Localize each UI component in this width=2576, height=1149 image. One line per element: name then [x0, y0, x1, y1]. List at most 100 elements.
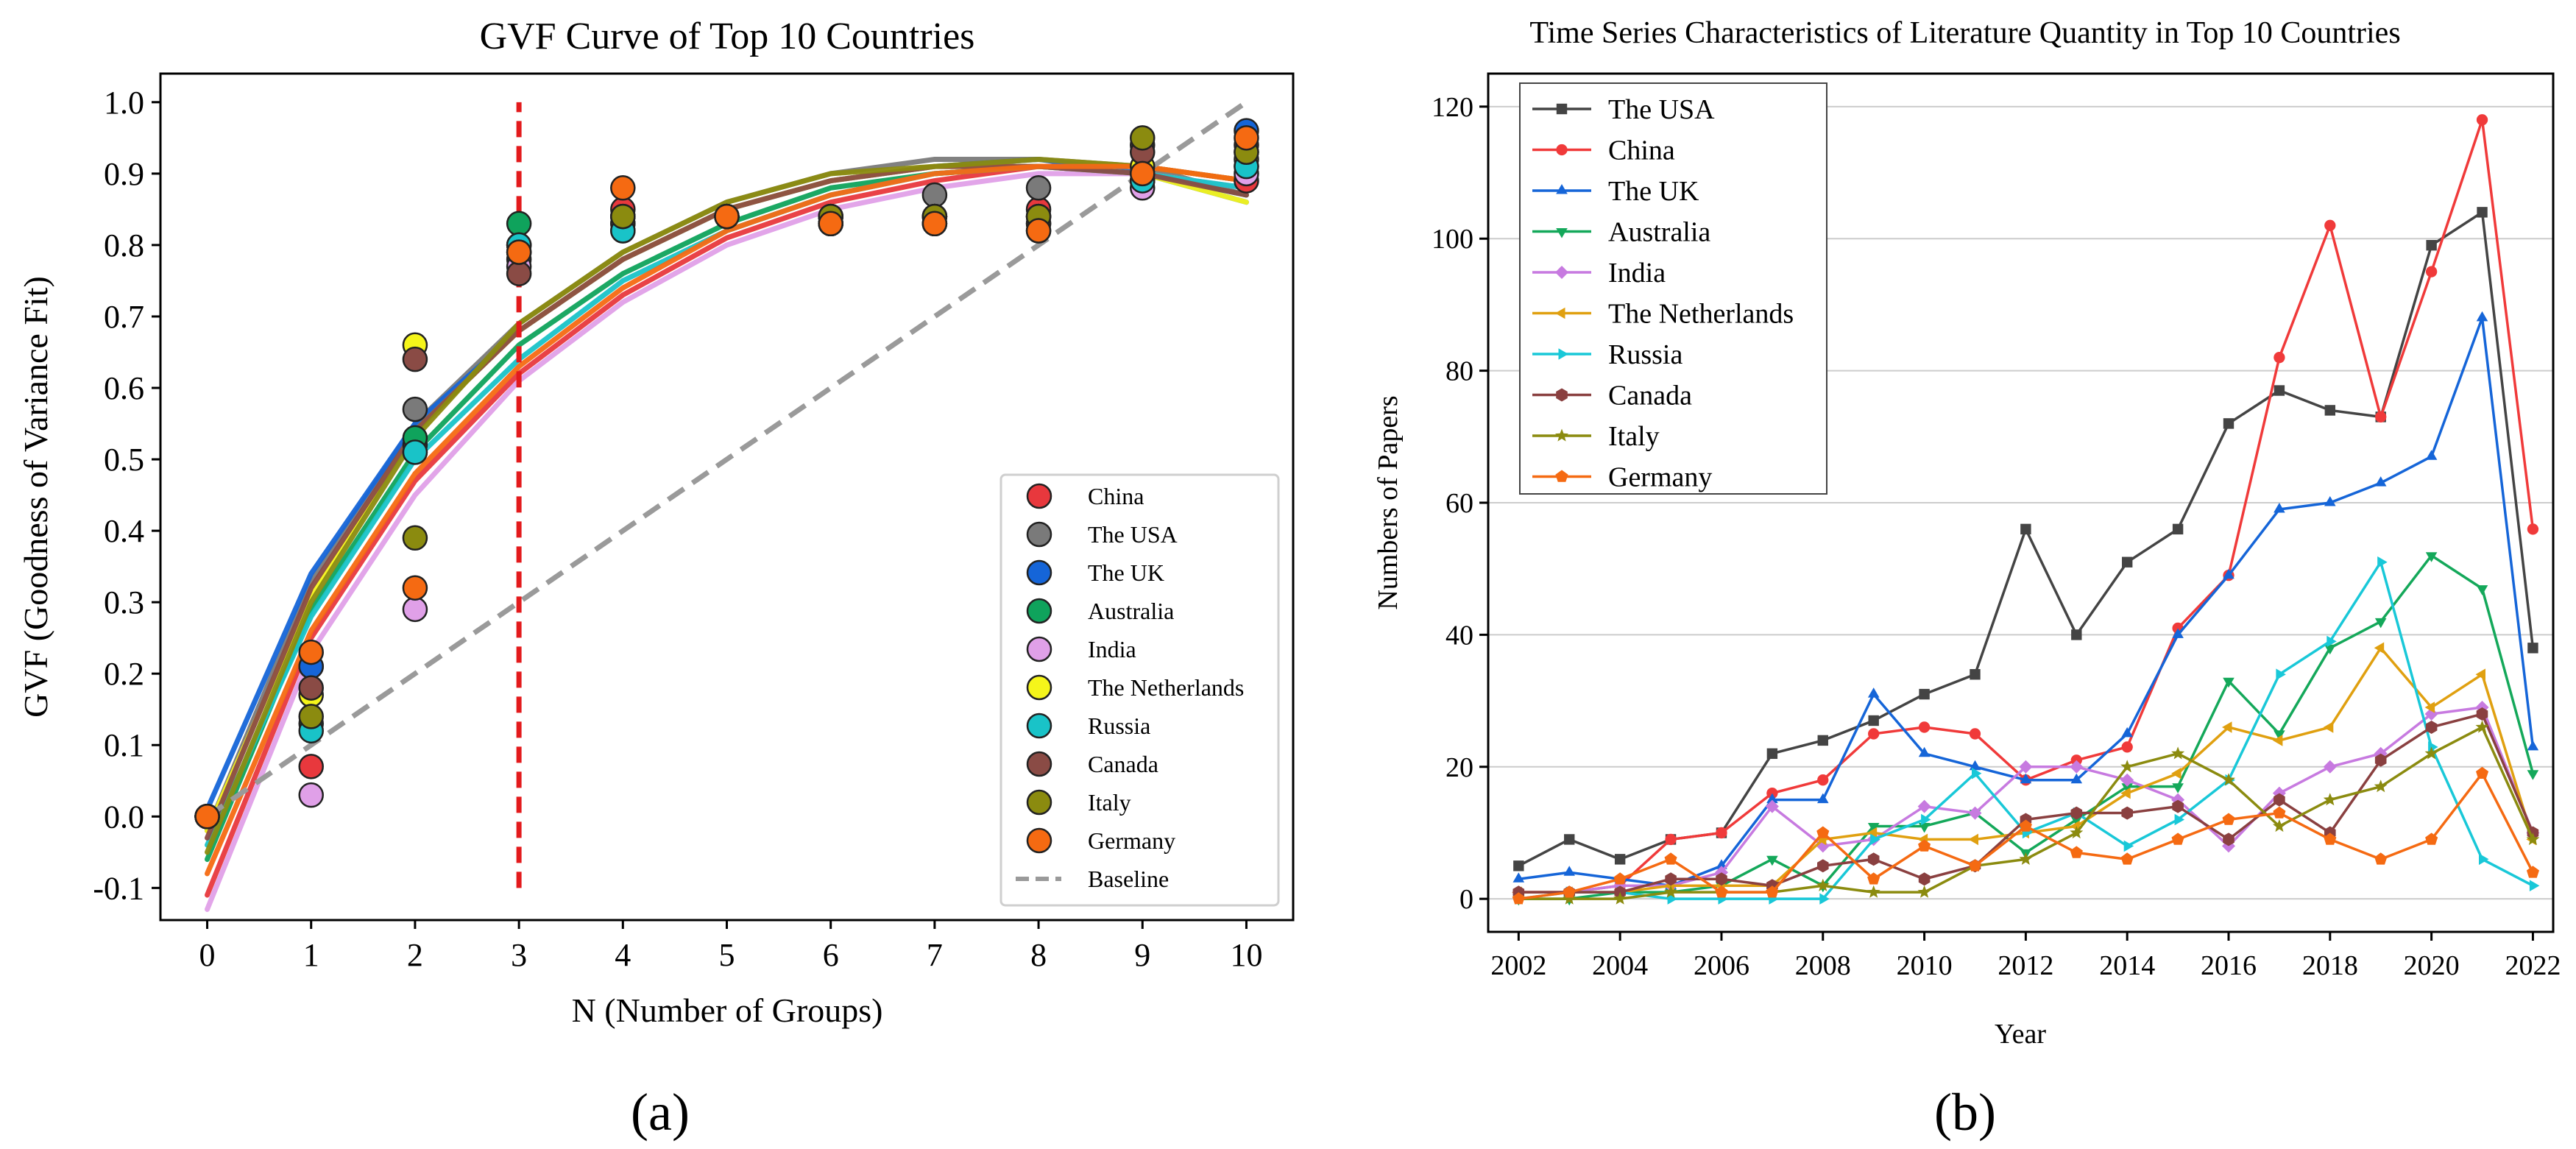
- point-italy: [2526, 832, 2540, 846]
- point-italy: [2424, 746, 2438, 760]
- chart-b-y-tick-label: 0: [1459, 884, 1473, 915]
- point-the-uk: [1563, 866, 1575, 876]
- point-germany: [1968, 859, 1981, 872]
- legend-a-marker-canada: [1026, 751, 1052, 777]
- point-australia: [1918, 823, 1931, 833]
- point-italy: [2475, 720, 2489, 733]
- point-the-netherlands: [2374, 642, 2385, 654]
- chart-a-title: GVF Curve of Top 10 Countries: [480, 15, 975, 57]
- chart-b-x-tick-label: 2014: [2099, 950, 2155, 981]
- chart-a-x-tick-label: 2: [407, 937, 423, 973]
- chart-a-y-tick-label: 1.0: [104, 85, 144, 121]
- chart-a-x-axis: 0 1 2 3 4 5 6 7 8 9 10: [199, 920, 1262, 973]
- chart-b-x-tick-label: 2004: [1592, 950, 1648, 981]
- chart-b-legend: The USA China The UK Australia India The Neth…: [1519, 82, 1827, 495]
- point-the-uk: [1817, 793, 1829, 804]
- point-italy: [2019, 852, 2033, 865]
- point-the-netherlands: [2323, 721, 2334, 733]
- point-india: [2323, 760, 2337, 774]
- point-the-usa: [2274, 385, 2285, 396]
- chart-a-y-label: GVF (Goodness of Variance Fit): [17, 276, 54, 718]
- point-the-netherlands: [2171, 767, 2182, 779]
- point-russia: [2123, 840, 2134, 852]
- point-australia: [2425, 552, 2438, 562]
- legend-b-label-canada: Canada: [1608, 381, 1692, 411]
- point-russia: [2326, 635, 2337, 648]
- point-italy: [2070, 826, 2084, 839]
- chart-b-x-tick-label: 2008: [1795, 950, 1851, 981]
- point-italy: [1917, 885, 1931, 898]
- point-china: [2121, 741, 2133, 753]
- point-the-uk: [2223, 568, 2234, 579]
- legend-b-marker-italy: [1555, 428, 1568, 442]
- point-italy: [1563, 891, 1577, 905]
- point-canada: [1716, 872, 1727, 886]
- point-australia: [1867, 823, 1880, 833]
- point-germany: [1512, 892, 1525, 905]
- point-italy: [402, 525, 428, 551]
- point-the-uk: [2274, 503, 2285, 513]
- chart-b-y-tick-label: 120: [1432, 92, 1473, 123]
- point-china: [1868, 728, 1880, 740]
- point-the-uk: [1512, 872, 1525, 883]
- fit-line-germany: [205, 163, 1249, 877]
- fit-line-india: [205, 171, 1249, 912]
- legend-a-marker-russia: [1026, 713, 1052, 739]
- chart-a-y-tick-label: 0.9: [104, 156, 144, 192]
- chart-a-y-tick-label: 0.0: [104, 799, 144, 835]
- point-germany: [298, 639, 324, 665]
- point-china: [1817, 774, 1829, 786]
- point-canada: [1867, 852, 1880, 866]
- point-china: [1766, 787, 1778, 799]
- point-russia: [2174, 813, 2185, 826]
- legend-a-marker-china: [1026, 483, 1052, 509]
- point-australia: [2527, 770, 2539, 780]
- chart-a-x-label: N (Number of Groups): [572, 991, 883, 1029]
- series-canada: [1512, 707, 2539, 899]
- point-germany: [1867, 872, 1880, 885]
- legend-b-label-germany: Germany: [1608, 462, 1712, 493]
- series-germany: [1512, 766, 2539, 905]
- chart-b-x-tick-label: 2016: [2201, 950, 2257, 981]
- point-germany: [506, 239, 532, 265]
- point-australia: [1766, 855, 1778, 866]
- legend-b-label-the-netherlands: The Netherlands: [1608, 299, 1794, 330]
- point-germany: [1563, 885, 1576, 898]
- panel-label-a: (a): [631, 1083, 690, 1142]
- point-the-netherlands: [1866, 827, 1878, 839]
- point-china: [2527, 523, 2539, 535]
- point-the-usa: [1614, 854, 1626, 865]
- point-india: [1968, 806, 1982, 820]
- chart-a-x-tick-label: 0: [199, 937, 216, 973]
- point-italy: [298, 704, 324, 729]
- chart-a-x-tick-label: 1: [303, 937, 319, 973]
- point-canada: [506, 261, 532, 286]
- point-russia: [1921, 813, 1931, 826]
- point-canada: [1817, 859, 1829, 873]
- point-germany: [1025, 218, 1052, 244]
- point-germany: [2171, 832, 2184, 845]
- point-the-usa: [1817, 735, 1828, 746]
- point-the-usa: [1564, 834, 1575, 845]
- point-germany: [2120, 852, 2134, 865]
- point-italy: [1816, 878, 1830, 891]
- point-the-uk: [2476, 311, 2488, 322]
- chart-b-x-tick-label: 2006: [1694, 950, 1749, 981]
- legend-a-marker-the-usa: [1026, 521, 1052, 548]
- chart-a-x-tick-label: 5: [719, 937, 735, 973]
- chart-a-x-tick-label: 6: [823, 937, 839, 973]
- legend-b-marker-germany: [1555, 470, 1568, 482]
- point-the-uk: [1766, 793, 1778, 804]
- point-the-netherlands: [2475, 668, 2485, 680]
- legend-a-marker-germany: [1026, 827, 1052, 854]
- point-china: [1918, 721, 1931, 733]
- legend-b-label-russia: Russia: [1608, 339, 1682, 370]
- point-the-uk: [2121, 726, 2133, 738]
- point-canada: [402, 346, 428, 372]
- point-the-usa: [2223, 418, 2234, 429]
- point-russia: [2529, 880, 2540, 891]
- point-australia: [2324, 644, 2336, 655]
- chart-a-x-tick-label: 8: [1030, 937, 1047, 973]
- point-germany: [1613, 872, 1627, 885]
- point-india: [2120, 773, 2134, 787]
